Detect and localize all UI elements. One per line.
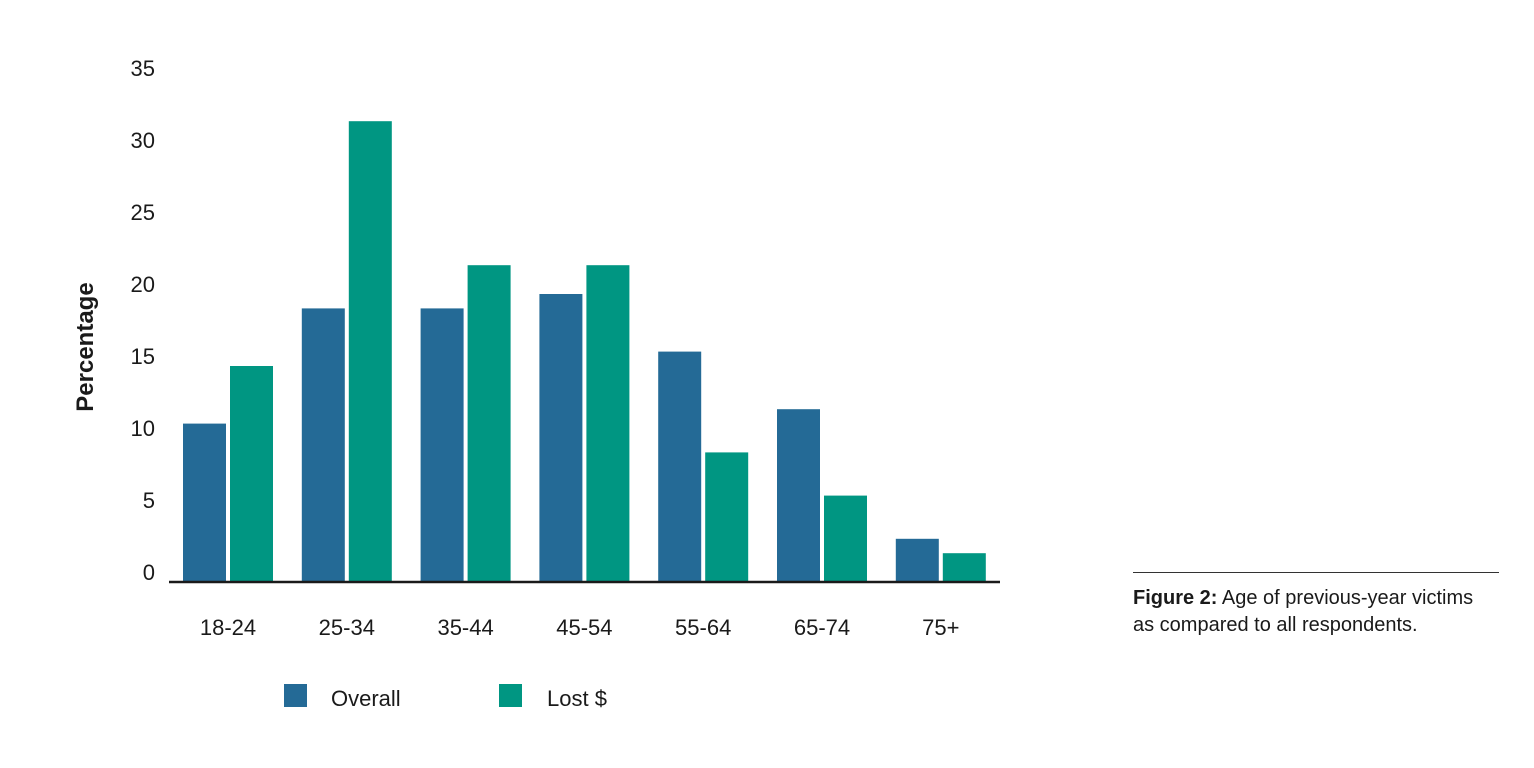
- bars: [183, 121, 986, 582]
- figure-caption-text: Age of previous-year victims as compared…: [1133, 587, 1474, 636]
- bar-lost-65-74: [824, 495, 867, 582]
- bar-lost-75+: [942, 553, 986, 582]
- figure-caption: Figure 2: Age of previous-year victims a…: [1133, 572, 1499, 639]
- bar-overall-75+: [895, 538, 939, 582]
- bar-lost-35-44: [467, 265, 511, 582]
- legend-swatch: [499, 684, 522, 707]
- legend-label: Overall: [331, 686, 401, 711]
- bar-lost-25-34: [348, 121, 392, 582]
- x-tick-label: 25-34: [319, 615, 375, 640]
- x-tick-label: 55-64: [675, 615, 731, 640]
- y-tick-label: 35: [131, 56, 155, 81]
- y-axis-title: Percentage: [72, 282, 99, 411]
- bar-overall-25-34: [301, 308, 345, 582]
- bar-overall-45-54: [539, 294, 583, 582]
- y-tick-label: 0: [143, 560, 155, 585]
- bar-overall-18-24: [183, 423, 226, 582]
- bar-overall-55-64: [658, 351, 702, 582]
- bar-lost-55-64: [705, 452, 749, 582]
- x-tick-label: 18-24: [200, 615, 256, 640]
- y-tick-label: 25: [131, 200, 155, 225]
- x-axis-ticks: 18-24 25-34 35-44 45-54 55-64 65-74 75+: [200, 615, 960, 640]
- y-tick-label: 15: [131, 344, 155, 369]
- y-tick-label: 30: [131, 128, 155, 153]
- bar-overall-35-44: [420, 308, 464, 582]
- y-tick-label: 10: [131, 416, 155, 441]
- bar-lost-45-54: [586, 265, 630, 582]
- bar-overall-65-74: [777, 409, 820, 582]
- bar-lost-18-24: [230, 366, 273, 582]
- x-tick-label: 75+: [922, 615, 959, 640]
- legend-label: Lost $: [547, 686, 607, 711]
- x-tick-label: 65-74: [794, 615, 850, 640]
- figure-caption-label: Figure 2:: [1133, 587, 1218, 609]
- legend-swatch: [284, 684, 307, 707]
- y-axis-ticks: 0 5 10 15 20 25 30 35: [131, 56, 155, 585]
- y-tick-label: 20: [131, 272, 155, 297]
- x-tick-label: 45-54: [556, 615, 612, 640]
- legend: Overall Lost $: [284, 684, 607, 711]
- y-tick-label: 5: [143, 488, 155, 513]
- x-tick-label: 35-44: [437, 615, 493, 640]
